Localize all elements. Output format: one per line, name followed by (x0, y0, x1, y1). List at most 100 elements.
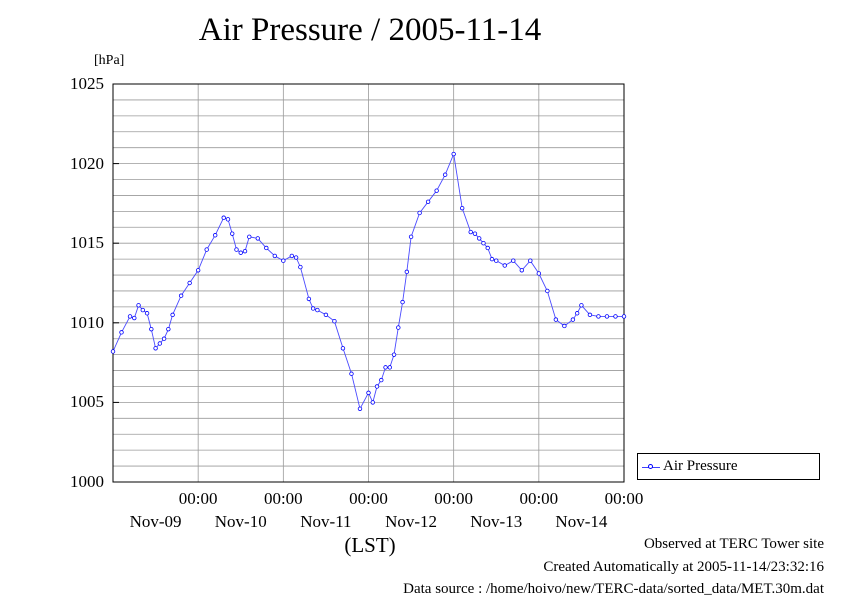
data-point (425, 199, 431, 205)
y-tick-label: 1015 (70, 233, 104, 253)
y-tick-label: 1025 (70, 74, 104, 93)
data-point (396, 325, 401, 330)
data-point (366, 390, 371, 396)
x-tick-date-label: Nov-12 (385, 512, 438, 531)
data-point (519, 268, 524, 273)
legend-marker-icon (648, 464, 653, 469)
data-point (613, 314, 618, 319)
data-point (374, 384, 380, 389)
data-point (140, 307, 146, 313)
data-point (387, 365, 392, 370)
data-point (306, 296, 312, 302)
data-point (370, 400, 375, 405)
data-point (574, 311, 580, 316)
data-point (204, 247, 209, 252)
data-point (272, 253, 278, 259)
x-tick-date-label: Nov-11 (300, 512, 352, 531)
data-point (408, 234, 414, 240)
data-point (459, 205, 465, 211)
data-point (225, 217, 231, 222)
x-tick-date-label: Nov-10 (214, 512, 267, 531)
data-point (442, 172, 448, 177)
y-tick-label: 1005 (70, 392, 104, 412)
data-point (264, 245, 269, 251)
data-point (553, 317, 559, 322)
data-point (340, 346, 346, 351)
data-point (127, 314, 133, 319)
data-point (293, 255, 299, 260)
chart-title: Air Pressure / 2005-11-14 (198, 12, 542, 48)
data-point (242, 248, 248, 254)
data-point (404, 269, 410, 275)
data-point (332, 319, 337, 324)
data-point (119, 330, 124, 335)
x-tick-date-label: Nov-09 (129, 512, 182, 531)
data-point (221, 215, 226, 220)
data-point (481, 240, 486, 246)
x-tick-time-label: 00:00 (263, 489, 303, 508)
data-point (212, 233, 218, 238)
data-point (247, 234, 252, 240)
data-point (570, 317, 576, 322)
data-point (153, 346, 158, 351)
data-point (400, 299, 405, 305)
x-tick-date-label: Nov-14 (555, 512, 608, 531)
footer-site: Observed at TERC Tower site (643, 536, 824, 552)
data-point (545, 288, 550, 294)
data-point (298, 264, 303, 270)
x-tick-time-label: 00:00 (519, 489, 559, 508)
data-point (315, 307, 320, 313)
data-point (536, 271, 542, 276)
data-point (166, 326, 171, 332)
y-tick-label: 1000 (70, 472, 104, 491)
data-point (451, 151, 456, 157)
plot-frame (112, 83, 625, 483)
data-point (323, 312, 329, 318)
data-point (379, 377, 384, 383)
y-tick-label: 1010 (70, 312, 104, 332)
data-point (170, 312, 175, 318)
data-point (587, 312, 593, 318)
data-point (604, 314, 610, 319)
data-point (234, 247, 239, 252)
data-point (472, 231, 478, 236)
x-tick-time-label: 00:00 (178, 489, 218, 508)
data-point (391, 352, 397, 357)
data-point (596, 314, 601, 319)
x-tick-date-label: Nov-13 (470, 512, 523, 531)
data-point (310, 306, 316, 311)
data-point (485, 245, 490, 251)
data-point (528, 258, 533, 263)
data-point (157, 341, 163, 346)
data-point (349, 371, 354, 376)
data-point (195, 268, 201, 273)
data-point (621, 314, 627, 319)
data-point (468, 229, 473, 235)
data-point (144, 311, 150, 316)
legend-label: Air Pressure (663, 458, 738, 474)
data-point (289, 253, 295, 259)
data-point (136, 303, 141, 308)
data-point (238, 250, 243, 255)
x-tick-time-label: 00:00 (349, 489, 388, 508)
y-tick-label: 1020 (70, 153, 104, 173)
data-point (417, 210, 422, 216)
data-point (230, 231, 235, 236)
data-point (178, 293, 184, 298)
data-point (281, 258, 286, 263)
footer-created: Created Automatically at 2005-11-14/23:3… (543, 559, 824, 575)
data-point (149, 326, 154, 332)
data-point (502, 263, 507, 268)
data-point (494, 258, 499, 263)
footer-source: Data source : /home/hoivo/new/TERC-data/… (403, 581, 824, 597)
data-point (477, 236, 482, 241)
legend: Air Pressure (637, 453, 820, 480)
data-point (132, 315, 137, 321)
data-point (489, 256, 495, 262)
data-point (357, 406, 363, 411)
y-axis-unit: [hPa] (94, 53, 125, 68)
data-point (562, 323, 567, 329)
data-point (110, 349, 116, 354)
data-point (383, 365, 388, 370)
x-tick-time-label: 00:00 (434, 489, 474, 508)
